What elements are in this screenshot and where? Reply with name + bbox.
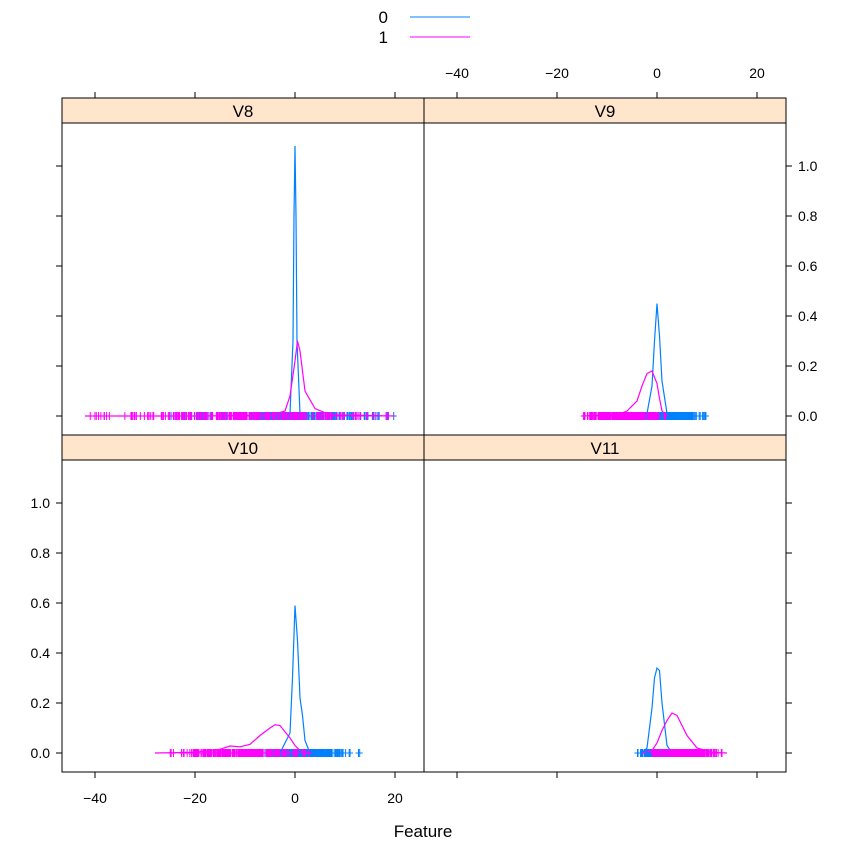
x-tick-label: 20 — [749, 65, 765, 81]
strip-label: V11 — [591, 439, 620, 458]
y-tick-label: 0.8 — [798, 208, 818, 224]
plot-border — [61, 122, 425, 436]
x-tick-label: 0 — [653, 65, 661, 81]
y-tick-label: 1.0 — [798, 158, 818, 174]
legend-label: 0 — [379, 8, 388, 27]
panel-v8: V8 — [61, 97, 425, 436]
y-tick-label: 0.6 — [798, 258, 818, 274]
strip-v9 — [423, 97, 787, 124]
x-tick-label: −40 — [445, 65, 469, 81]
density-line-series-0 — [641, 303, 673, 417]
x-tick-label: −20 — [183, 790, 207, 806]
plot-border — [61, 459, 425, 773]
axes: 0.0 0.2 0.4 0.6 0.8 1.0 −40 −20 0 20 0.0 0.2 0.4 0.6 0… — [31, 65, 818, 806]
panel-v11: V11 — [423, 434, 787, 773]
plot-area — [634, 666, 728, 757]
y-tick-label: 0.0 — [798, 408, 818, 424]
density-line-series-0 — [641, 666, 673, 754]
panel-v10: V10 — [61, 434, 425, 773]
plot-area — [580, 303, 709, 420]
y-tick-label: 0.4 — [798, 308, 818, 324]
density-line-series-0 — [279, 145, 311, 417]
y-tick-label: 0.4 — [31, 645, 51, 661]
strip-v8 — [61, 97, 425, 124]
density-line-series-1 — [581, 370, 668, 417]
x-tick-label: 20 — [387, 790, 403, 806]
plot-border — [423, 122, 787, 436]
y-tick-label: 0.2 — [798, 358, 818, 374]
panel-v9: V9 — [423, 97, 787, 436]
strip-v11 — [423, 434, 787, 461]
rug-series-1 — [649, 749, 725, 757]
y-tick-label: 0.2 — [31, 695, 51, 711]
y-tick-label: 0.0 — [31, 745, 51, 761]
legend-label: 1 — [379, 28, 388, 47]
density-line-series-1 — [85, 340, 396, 417]
x-axis-title: Feature — [394, 822, 453, 841]
strip-label: V9 — [595, 102, 616, 121]
strip-label: V10 — [228, 439, 258, 458]
x-tick-label: −40 — [83, 790, 107, 806]
panels: V8 V9 V10 V11 — [61, 97, 787, 773]
strip-label: V8 — [233, 102, 254, 121]
plot-border — [423, 459, 787, 773]
density-line-series-1 — [641, 712, 728, 754]
y-tick-label: 0.6 — [31, 595, 51, 611]
y-tick-label: 1.0 — [31, 495, 51, 511]
density-line-series-1 — [154, 724, 311, 754]
x-tick-label: 0 — [291, 790, 299, 806]
density-line-series-0 — [279, 605, 311, 754]
plot-area — [154, 605, 363, 757]
x-tick-label: −20 — [545, 65, 569, 81]
y-tick-label: 0.8 — [31, 545, 51, 561]
legend: 01 — [379, 8, 470, 47]
plot-area — [85, 145, 397, 420]
